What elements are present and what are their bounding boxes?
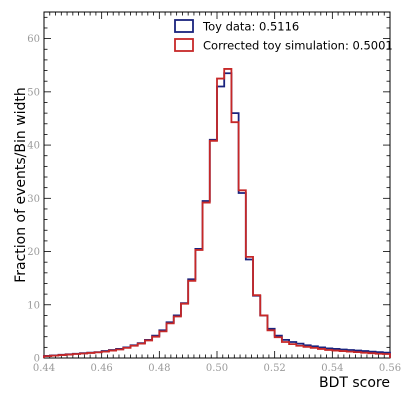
plot-frame [43, 11, 391, 359]
x-tick-label: 0.44 [33, 363, 55, 374]
histogram-series [43, 68, 391, 358]
y-tick-label: 60 [27, 34, 40, 45]
y-tick-label: 20 [27, 247, 40, 258]
x-tick-label: 0.50 [206, 363, 228, 374]
series-layer [43, 68, 391, 358]
x-tick-label: 0.48 [148, 363, 170, 374]
legend: Toy data: 0.5116 Corrected toy simulation… [174, 19, 393, 53]
x-tick-label: 0.54 [321, 363, 343, 374]
legend-swatch [174, 38, 194, 52]
x-axis: 0.44 0.46 0.48 0.50 0.52 0.54 0.56 [33, 12, 401, 374]
legend-label: Corrected toy simulation: 0.5001 [203, 39, 393, 53]
y-axis-label: Fraction of events/Bin width [13, 87, 29, 283]
y-axis: 0 10 20 30 40 50 60 [27, 16, 390, 365]
legend-swatch [174, 19, 194, 33]
x-tick-label: 0.52 [264, 363, 286, 374]
y-tick-label: 10 [27, 300, 40, 311]
y-tick-label: 0 [34, 354, 40, 365]
x-tick-label: 0.56 [379, 363, 401, 374]
y-tick-label: 30 [27, 194, 40, 205]
x-tick-label: 0.46 [91, 363, 113, 374]
legend-label: Toy data: 0.5116 [202, 20, 299, 34]
y-tick-label: 40 [27, 141, 40, 152]
y-tick-label: 50 [27, 87, 40, 98]
x-axis-label: BDT score [319, 375, 390, 391]
